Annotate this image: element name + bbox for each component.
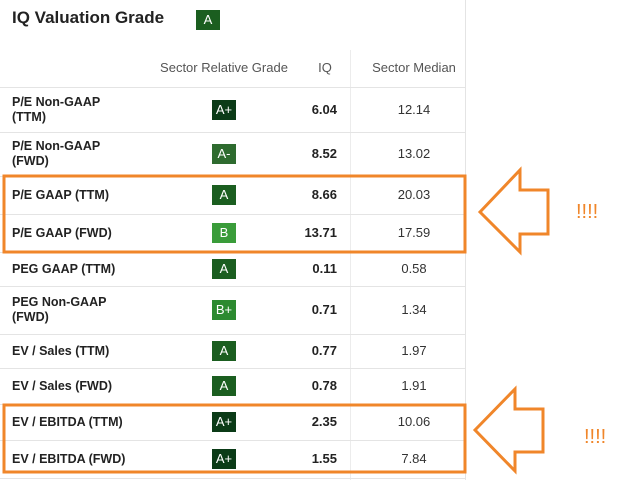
metric-label: EV / EBITDA (FWD): [12, 451, 126, 466]
sector-median: 17.59: [397, 225, 431, 240]
grade-badge: A: [212, 376, 236, 396]
grade-badge: A: [212, 185, 236, 205]
row-border: [0, 478, 465, 479]
arrow: [472, 385, 545, 475]
metric-label: P/E Non-GAAP (TTM): [12, 95, 101, 124]
row-border: [0, 286, 465, 287]
grade-badge: A-: [212, 144, 236, 164]
column-header: Sector Median: [372, 60, 456, 75]
sector-median: 1.91: [401, 378, 427, 393]
iq-value: 0.11: [312, 261, 337, 276]
grade-badge: B: [212, 223, 236, 243]
annotation: !!!!: [576, 201, 598, 223]
highlight-box: [2, 174, 467, 254]
sector-median: 13.02: [397, 146, 431, 161]
iq-value: 1.55: [311, 451, 337, 466]
row-border: [0, 87, 465, 88]
metric-label: P/E GAAP (FWD): [12, 225, 112, 240]
column-header: IQ: [318, 60, 332, 75]
iq-value: 13.71: [304, 225, 337, 240]
grade-badge: A: [196, 10, 220, 30]
iq-value: 0.77: [311, 343, 337, 358]
row-border: [0, 334, 465, 335]
iq-value: 8.66: [311, 187, 337, 202]
arrow: [477, 166, 550, 256]
row-border: [0, 440, 465, 441]
sector-median: 7.84: [401, 451, 427, 466]
grade-badge: A+: [212, 100, 236, 120]
annotation: !!!!: [584, 426, 606, 448]
title: IQ Valuation Grade: [12, 8, 165, 27]
highlight-box: [2, 403, 467, 474]
metric-label: P/E Non-GAAP (FWD): [12, 139, 101, 168]
metric-label: P/E GAAP (TTM): [12, 187, 109, 202]
iq-value: 8.52: [311, 146, 337, 161]
metric-label: PEG Non-GAAP (FWD): [12, 295, 107, 324]
metric-label: EV / Sales (TTM): [12, 343, 110, 358]
iq-value: 2.35: [311, 414, 337, 429]
sector-median: 20.03: [397, 187, 431, 202]
grade-badge: B+: [212, 300, 236, 320]
iq-value: 0.71: [311, 302, 337, 317]
metric-label: PEG GAAP (TTM): [12, 261, 116, 276]
sector-median: 1.34: [401, 302, 427, 317]
sector-median: 0.58: [401, 261, 427, 276]
metric-label: EV / EBITDA (TTM): [12, 414, 123, 429]
sector-median: 1.97: [401, 343, 427, 358]
sector-median: 10.06: [397, 414, 431, 429]
grade-badge: A+: [212, 412, 236, 432]
iq-value: 0.78: [311, 378, 337, 393]
column-header: Sector Relative Grade: [160, 60, 288, 75]
grade-badge: A: [212, 259, 236, 279]
grade-badge: A: [212, 341, 236, 361]
row-border: [0, 368, 465, 369]
metric-label: EV / Sales (FWD): [12, 378, 113, 393]
sector-median: 12.14: [397, 102, 431, 117]
grade-badge: A+: [212, 449, 236, 469]
iq-value: 6.04: [311, 102, 337, 117]
row-border: [0, 132, 465, 133]
row-border: [0, 214, 465, 215]
divider: [350, 50, 351, 480]
